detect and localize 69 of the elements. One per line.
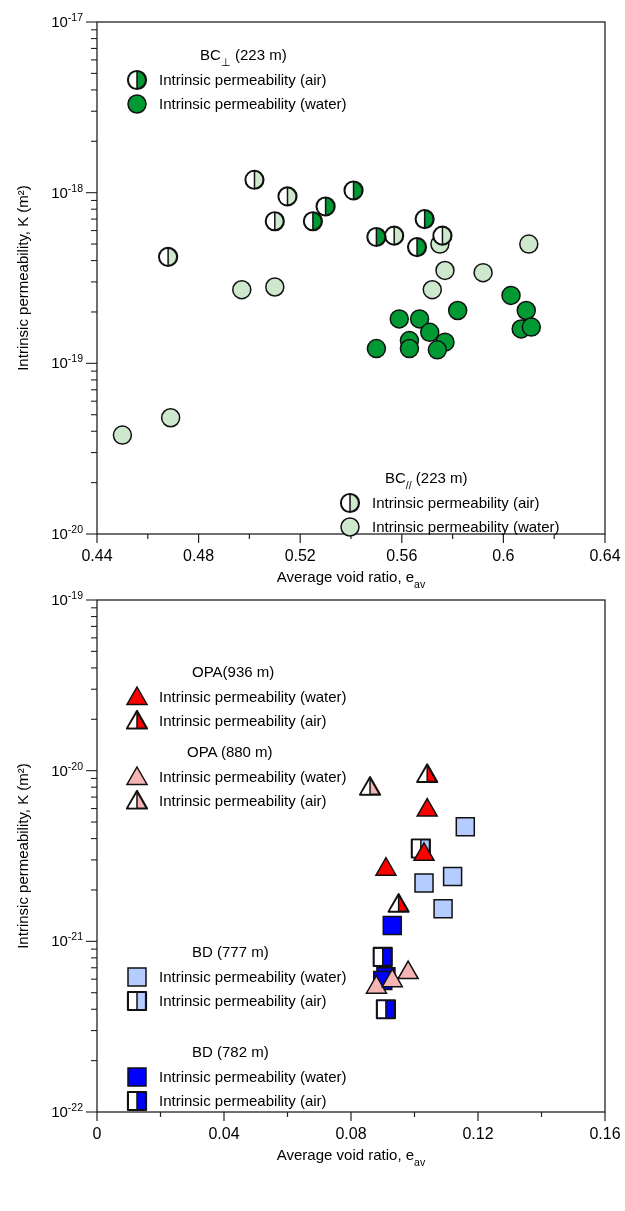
point [521, 317, 542, 337]
x-tick-label: 0.56 [386, 547, 418, 564]
x-tick-label: 0.12 [462, 1125, 494, 1142]
y-axis-title: Intrinsic permeability, K (m²) [14, 763, 31, 949]
x-tick-label: 0.08 [335, 1125, 367, 1142]
point [519, 234, 539, 254]
legend-label: Intrinsic permeability (air) [159, 1092, 327, 1109]
point [366, 338, 387, 359]
legend-label: Intrinsic permeability (air) [159, 712, 327, 729]
y-tick-label: 10$^{-18}$ [51, 181, 84, 201]
point [455, 816, 476, 837]
legend-label: Intrinsic permeability (water) [159, 1068, 347, 1085]
x-axis-title: Average void ratio, e$_{av}$ [276, 1146, 426, 1168]
annotation: BD (777 m) [192, 943, 269, 960]
legend-label: Intrinsic permeability (water) [372, 518, 560, 535]
x-tick-label: 0.64 [589, 547, 621, 564]
x-tick-label: 0.16 [589, 1125, 621, 1142]
point [382, 915, 403, 936]
annotation: OPA (880 m) [187, 743, 273, 760]
x-tick-label: 0.04 [208, 1125, 240, 1142]
y-tick-label: 10$^{-21}$ [51, 930, 84, 950]
point [433, 899, 453, 919]
point [409, 309, 430, 329]
point [416, 797, 438, 817]
point [160, 408, 181, 428]
point [112, 425, 133, 445]
point [414, 873, 434, 893]
point [419, 322, 440, 343]
annotation: BD (782 m) [192, 1043, 269, 1060]
annotation: OPA(936 m) [192, 663, 275, 680]
point [397, 960, 419, 980]
point [427, 340, 448, 360]
point [473, 262, 493, 283]
point [375, 856, 397, 876]
x-axis-title: Average void ratio, e$_{av}$ [276, 568, 426, 590]
y-tick-label: 10$^{-20}$ [51, 523, 84, 542]
legend-label: Intrinsic permeability (air) [159, 71, 327, 88]
legend-label: Intrinsic permeability (air) [159, 992, 327, 1009]
x-tick-label: 0 [92, 1125, 102, 1142]
y-tick-label: 10$^{-20}$ [51, 759, 84, 779]
point [442, 866, 463, 887]
y-tick-label: 10$^{-19}$ [51, 589, 84, 608]
y-axis-title: Intrinsic permeability, K (m²) [14, 185, 31, 371]
point [435, 260, 455, 281]
x-tick-label: 0.6 [492, 547, 515, 564]
point [447, 300, 468, 321]
legend-label: Intrinsic permeability (water) [159, 688, 347, 705]
point [501, 285, 521, 306]
x-tick-label: 0.52 [284, 547, 316, 564]
point [399, 338, 420, 359]
point [516, 300, 537, 321]
y-tick-label: 10$^{-22}$ [51, 1101, 84, 1120]
y-tick-label: 10$^{-17}$ [51, 11, 84, 30]
y-tick-label: 10$^{-19}$ [51, 352, 84, 372]
point [422, 279, 443, 300]
legend-label: Intrinsic permeability (air) [372, 494, 540, 511]
legend-label: Intrinsic permeability (water) [159, 968, 347, 985]
point [381, 968, 404, 988]
x-tick-label: 0.44 [81, 547, 113, 564]
point [389, 309, 410, 329]
point [265, 277, 285, 297]
legend-label: Intrinsic permeability (water) [159, 95, 347, 112]
point [232, 279, 252, 300]
annotation: BC$_{⊥}$ (223 m) [200, 46, 287, 68]
annotation: BC$_{//}$ (223 m) [385, 469, 468, 491]
legend-label: Intrinsic permeability (water) [159, 768, 347, 785]
point [365, 974, 388, 994]
x-tick-label: 0.48 [183, 547, 215, 564]
legend-label: Intrinsic permeability (air) [159, 792, 327, 809]
